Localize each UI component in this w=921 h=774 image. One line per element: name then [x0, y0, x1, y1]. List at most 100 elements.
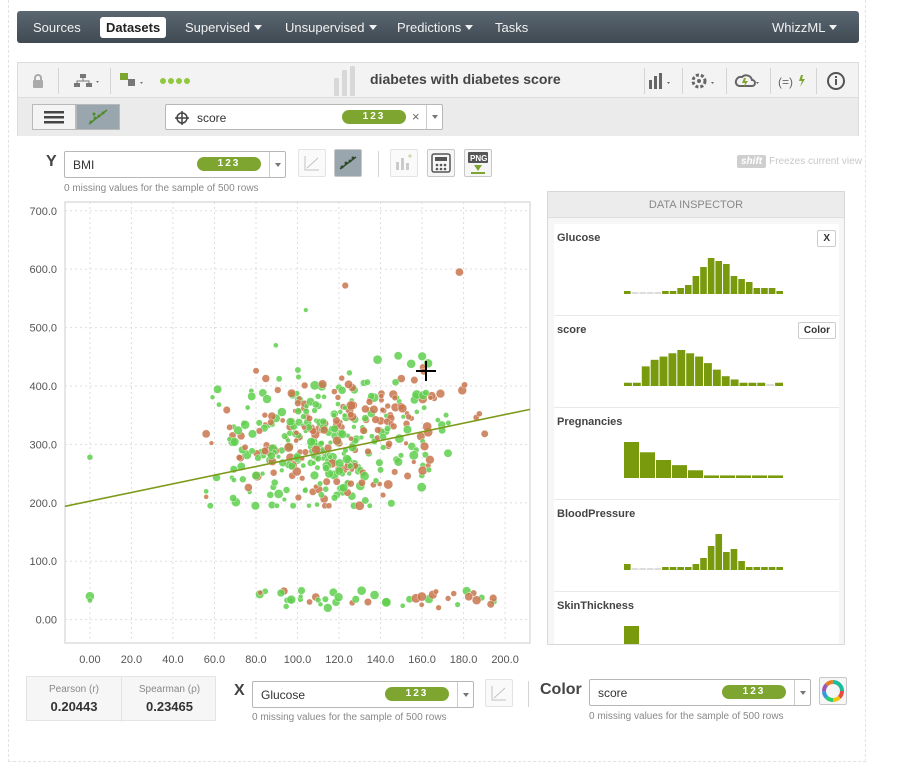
chart-icon[interactable] [646, 69, 676, 93]
data-point [374, 426, 382, 434]
scatter-chart[interactable]: 0.00 20.0 40.0 60.0 80.0 100.0 120.0 140.0 160.0… [20, 196, 540, 670]
data-point [314, 464, 321, 471]
data-point [433, 588, 439, 595]
data-point [300, 462, 307, 469]
svg-text:(=): (=) [778, 75, 793, 89]
data-point [267, 451, 276, 460]
dots-icon[interactable] [158, 69, 194, 93]
cloud-icon[interactable] [732, 69, 764, 93]
inspector-field-score[interactable]: score Color [554, 316, 839, 408]
gear-icon[interactable] [688, 69, 720, 93]
data-inspector-header: DATA INSPECTOR [548, 192, 844, 218]
data-point [325, 502, 333, 509]
inspector-field-skinthickness[interactable]: SkinThickness [554, 592, 839, 644]
filter-field-select[interactable]: score 123 × [165, 104, 443, 130]
histogram-bar [730, 549, 738, 570]
grid-chart-button[interactable] [427, 149, 455, 177]
nav-datasets[interactable]: Datasets [100, 17, 167, 38]
chevron-down-icon[interactable] [457, 682, 473, 707]
add-chart-button[interactable] [390, 149, 418, 177]
histogram-bar [624, 442, 639, 478]
nav-sources[interactable]: Sources [33, 20, 81, 35]
data-point [341, 282, 349, 290]
inspector-field-pregnancies[interactable]: Pregnancies [554, 408, 839, 500]
data-point [315, 596, 322, 604]
histogram-bar [656, 460, 671, 478]
lock-icon[interactable] [28, 69, 48, 93]
data-point [358, 434, 365, 441]
data-point [261, 412, 268, 419]
chevron-down-icon[interactable] [269, 152, 285, 177]
info-icon[interactable] [824, 69, 848, 93]
inspector-field-bloodpressure[interactable]: BloodPressure [554, 500, 839, 592]
data-point [311, 400, 320, 409]
inspector-field-button[interactable]: X [817, 230, 836, 247]
data-point [405, 413, 412, 421]
data-point [332, 436, 342, 446]
data-point [309, 380, 320, 391]
histogram [624, 626, 639, 644]
y-log-scale-button[interactable] [298, 149, 326, 177]
x-axis-label: X [234, 682, 245, 699]
histogram-bar [704, 363, 712, 386]
data-point [285, 437, 291, 444]
inspector-field-button[interactable]: Color [797, 322, 836, 339]
data-point [282, 486, 291, 494]
size-icon[interactable] [118, 69, 148, 93]
y-scatter-toggle-button[interactable] [334, 149, 362, 177]
data-point [250, 501, 260, 511]
data-point [309, 470, 319, 480]
data-point [331, 412, 337, 419]
export-png-button[interactable]: PNG [464, 149, 492, 177]
network-icon[interactable] [70, 69, 104, 93]
scatter-view-button[interactable] [76, 104, 120, 130]
histogram-bar [766, 384, 775, 386]
data-point [331, 388, 338, 395]
data-point [281, 496, 287, 503]
data-point [421, 404, 427, 411]
data-point [216, 401, 222, 408]
x-field-select[interactable]: Glucose 123 [252, 681, 474, 708]
data-point [445, 595, 452, 602]
x-log-scale-button[interactable] [485, 679, 513, 707]
chevron-down-icon[interactable] [794, 680, 810, 705]
histogram-bar [715, 534, 723, 570]
histogram-bar [641, 366, 650, 386]
x-tick-label: 60.0 [204, 654, 225, 666]
data-point [397, 374, 406, 383]
histogram-bar [692, 564, 700, 570]
histogram-bar [677, 567, 684, 570]
color-field-select[interactable]: score 123 [589, 679, 811, 706]
data-point [274, 502, 280, 509]
nav-supervised[interactable]: Supervised [179, 17, 268, 38]
histogram-bar [721, 376, 730, 386]
color-palette-button[interactable] [819, 677, 847, 705]
histogram [624, 442, 783, 478]
y-tick-label: 600.0 [29, 264, 57, 276]
nav-unsupervised[interactable]: Unsupervised [279, 17, 383, 38]
chevron-down-icon[interactable] [426, 105, 442, 129]
y-field-select[interactable]: BMI 123 [64, 151, 286, 178]
histogram-bar [688, 470, 703, 478]
data-point [403, 440, 409, 446]
chevron-down-icon [368, 25, 377, 30]
inspector-field-name: score [557, 324, 587, 336]
clear-icon[interactable]: × [412, 109, 420, 124]
data-point [226, 424, 233, 431]
data-point [387, 499, 396, 508]
histogram-bar [775, 382, 783, 386]
histogram [624, 534, 783, 570]
data-point [361, 496, 370, 505]
nav-predictions[interactable]: Predictions [391, 17, 479, 38]
inspector-field-glucose[interactable]: Glucose X [554, 224, 839, 316]
nav-whizzml[interactable]: WhizzML [766, 17, 843, 38]
data-point [318, 440, 325, 447]
nav-tasks[interactable]: Tasks [495, 20, 529, 35]
list-view-button[interactable] [32, 104, 76, 130]
histogram-bar [669, 291, 677, 294]
formula-icon[interactable]: (=) [776, 69, 810, 93]
histogram-bar [715, 261, 723, 294]
histogram-bar [624, 291, 631, 294]
data-point [229, 494, 237, 502]
numeric-type-badge: 123 [722, 685, 786, 699]
